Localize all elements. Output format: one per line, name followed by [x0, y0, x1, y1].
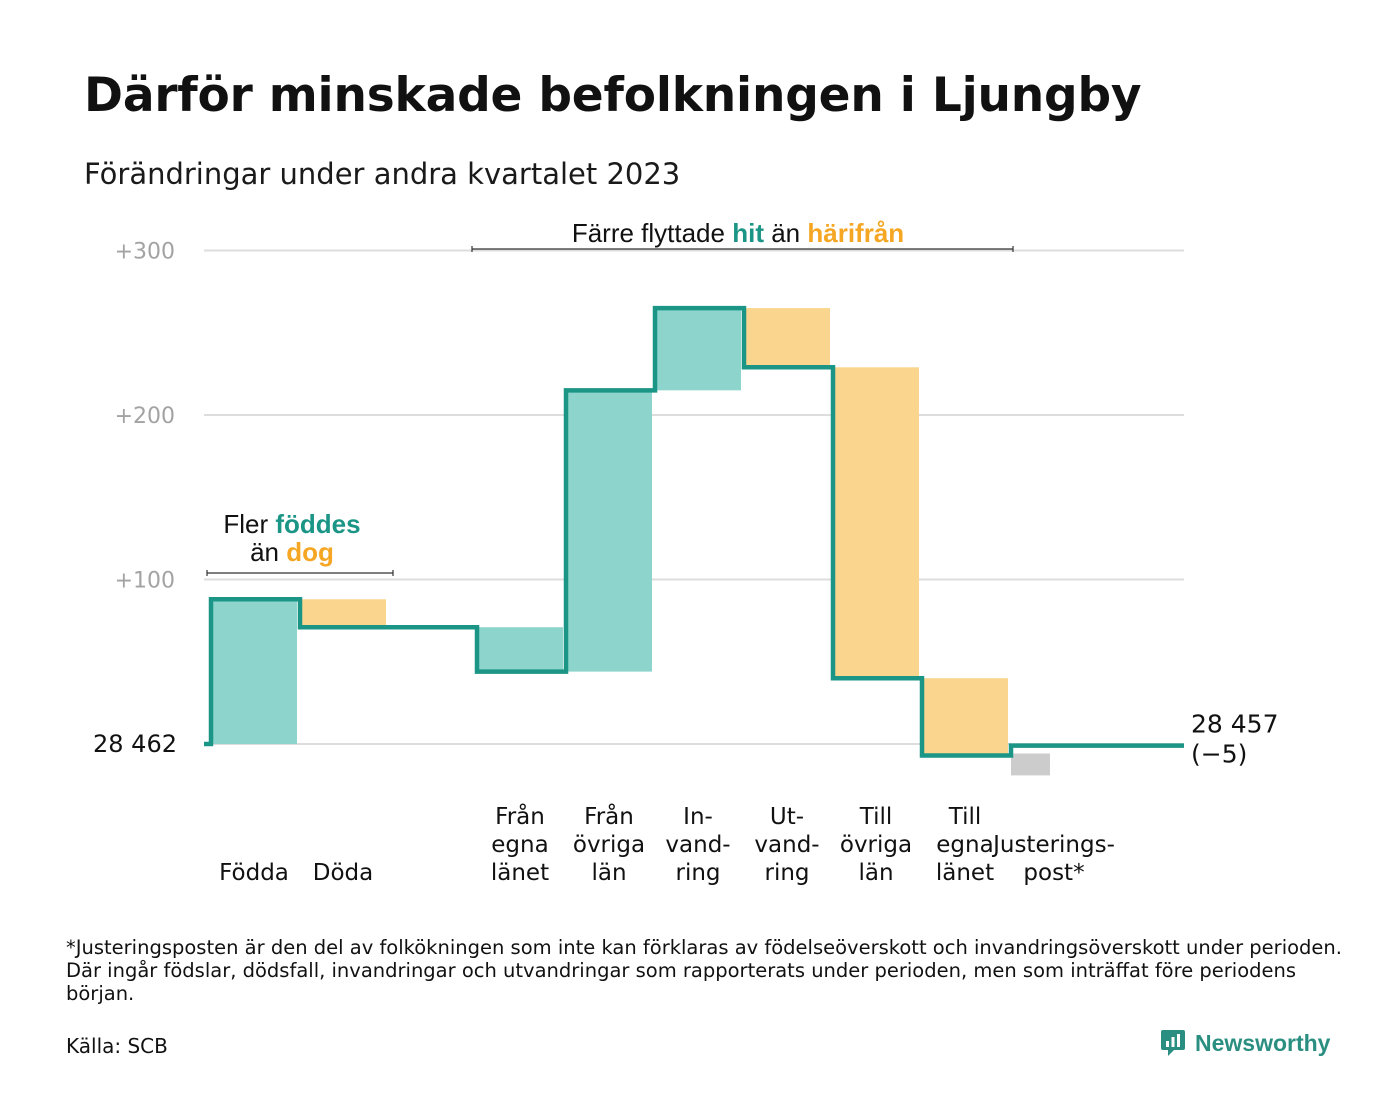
- category-label: län: [858, 860, 893, 886]
- category-label: Från: [495, 802, 545, 830]
- migration-annotation-part: härifrån: [807, 218, 904, 248]
- category-label: Ut-: [770, 804, 804, 830]
- y-tick-label: +100: [115, 569, 175, 594]
- category-label: länet: [936, 860, 994, 886]
- category-label: vand-: [665, 832, 730, 858]
- migration-annotation-part: än: [764, 218, 807, 248]
- brand-logo: Newsworthy: [1160, 1028, 1330, 1058]
- waterfall-bar-in-vand-ring: [655, 308, 741, 391]
- y-tick-label: +300: [115, 240, 175, 265]
- category-label: post*: [1023, 860, 1084, 886]
- waterfall-bar-döda: [300, 599, 386, 628]
- category-label: Döda: [313, 860, 373, 886]
- brand-name: Newsworthy: [1195, 1029, 1331, 1056]
- waterfall-bar-födda: [211, 599, 297, 744]
- y-tick-label: +200: [115, 404, 175, 429]
- waterfall-bar-ut-vand-ring: [744, 308, 830, 368]
- chart-subtitle: Förändringar under andra kvartalet 2023: [84, 157, 681, 191]
- natural-change-annotation: Fler föddes: [223, 509, 360, 539]
- waterfall-chart: +300 +200 +100 28 462 28 457(−5) Födda Döda Frå…: [93, 218, 1278, 886]
- category-label: övriga: [840, 832, 912, 858]
- category-label: Från: [584, 802, 634, 830]
- waterfall-bar-tillövrigalän: [833, 367, 919, 679]
- natural-change-annotation-part: Fler: [223, 509, 275, 539]
- migration-annotation: Färre flyttade hit än härifrån: [572, 218, 904, 248]
- category-label: län: [591, 860, 626, 886]
- category-label: egna: [936, 832, 993, 858]
- waterfall-bar-tillegnalänet: [922, 678, 1008, 756]
- migration-annotation-part: hit: [732, 218, 764, 248]
- category-label: ring: [675, 860, 720, 886]
- waterfall-bar-justerings-post*: [1011, 753, 1050, 776]
- natural-change-annotation-part: föddes: [275, 509, 360, 539]
- end-value-label: (−5): [1191, 740, 1247, 769]
- end-value-label: 28 457: [1191, 710, 1278, 739]
- cumulative-step-line: [204, 305, 1184, 758]
- category-label: In-: [683, 804, 713, 830]
- source-label: Källa: SCB: [66, 1034, 168, 1058]
- newsworthy-logo-icon: [1161, 1030, 1185, 1056]
- waterfall-bar-frånövrigalän: [566, 390, 652, 672]
- category-label: vand-: [754, 832, 819, 858]
- natural-change-annotation-part: än: [250, 537, 286, 567]
- start-value-label: 28 462: [93, 730, 177, 758]
- category-label: ring: [764, 860, 809, 886]
- natural-change-annotation-part: dog: [286, 537, 334, 567]
- category-label: övriga: [573, 832, 645, 858]
- migration-annotation-part: Färre flyttade: [572, 218, 732, 248]
- chart-title: Därför minskade befolkningen i Ljungby: [84, 68, 1142, 123]
- category-label: Till: [859, 804, 893, 830]
- category-label: Justerings-: [991, 832, 1115, 858]
- category-label: Till: [948, 804, 982, 830]
- footnote: *Justeringsposten är den del av folkökni…: [66, 936, 1342, 1005]
- category-label: Födda: [219, 860, 289, 886]
- waterfall-bar-frånegnalänet: [477, 627, 563, 672]
- category-label: länet: [491, 860, 549, 886]
- category-label: egna: [491, 832, 548, 858]
- natural-change-annotation: än dog: [250, 537, 334, 567]
